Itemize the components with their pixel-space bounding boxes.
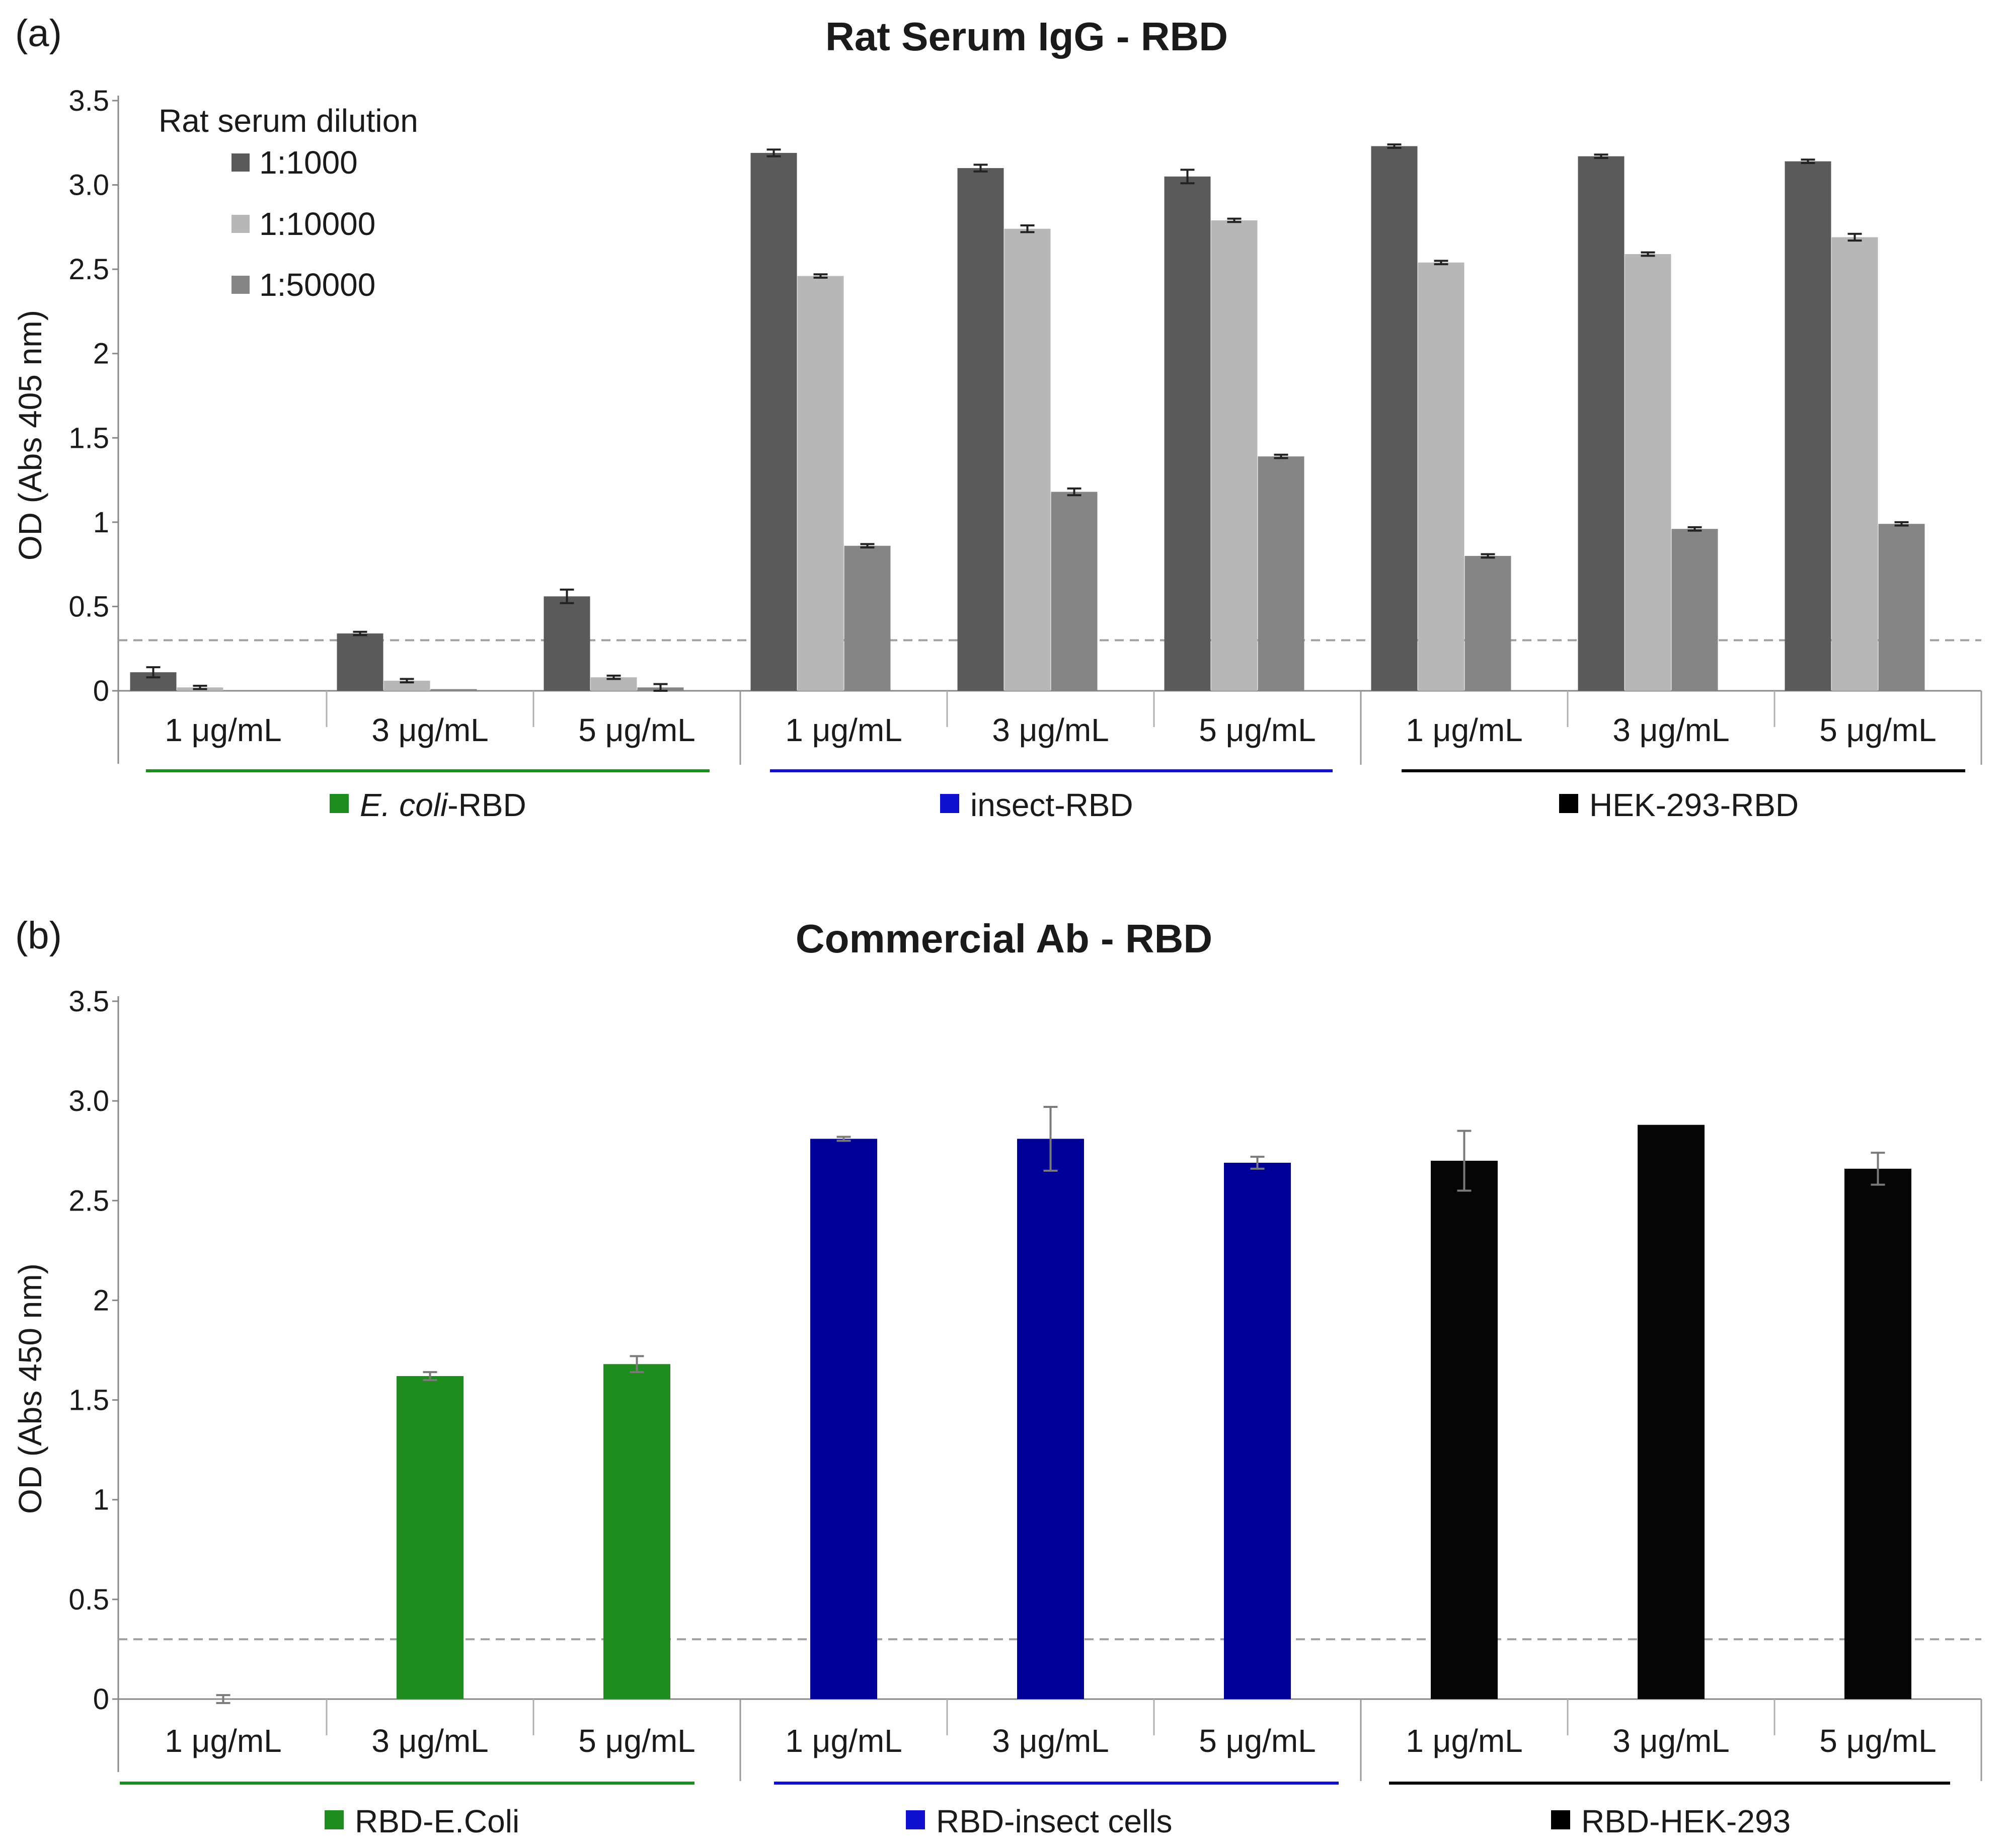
panel-a-y-tick-label: 1 (93, 506, 109, 539)
panel-a-bar-1-50000-2 (430, 689, 477, 691)
panel-b-group-marker-1 (325, 1810, 344, 1829)
panel-b-y-tick-label: 1 (93, 1484, 109, 1516)
panel-a-legend-swatch-1 (231, 153, 250, 172)
panel-b-bar-commercial-ab-4 (810, 1139, 877, 1699)
panel-b-group-label-2: RBD-insect cells (936, 1803, 1172, 1839)
panel-b-y-tick-label: 2 (93, 1284, 109, 1317)
panel-b-category-label-5: 3 μg/mL (992, 1723, 1109, 1759)
panel-a-bar-1-1000-2 (337, 633, 383, 691)
panel-a-bar-1-1000-8 (1578, 156, 1625, 691)
panel-a-group-marker-2 (940, 794, 959, 813)
panel-b-y-tick-label: 0 (93, 1683, 109, 1716)
panel-a-y-tick-label: 0.5 (68, 590, 109, 623)
panel-a-bar-1-1000-9 (1785, 161, 1831, 691)
panel-a-category-label-6: 5 μg/mL (1199, 712, 1316, 748)
panel-a-legend-swatch-2 (231, 215, 250, 233)
panel-a-bar-1-50000-5 (1051, 492, 1098, 691)
panel-a-category-label-3: 5 μg/mL (578, 712, 696, 748)
panel-a-bar-1-1000-4 (750, 152, 797, 691)
panel-a-bar-1-10000-6 (1211, 220, 1258, 691)
panel-a-y-tick-label: 2 (93, 338, 109, 370)
panel-a-bar-1-50000-7 (1464, 555, 1511, 691)
panel-a-y-tick-label: 3.5 (68, 85, 109, 117)
panel-b-y-tick-label: 2.5 (68, 1184, 109, 1217)
panel-b-y-tick-label: 3.5 (68, 985, 109, 1018)
panel-b-bar-commercial-ab-9 (1844, 1168, 1911, 1699)
panel-a-bar-1-50000-6 (1258, 456, 1304, 691)
panel-a-bar-1-10000-5 (1004, 228, 1051, 691)
panel-a-chart: (a) Rat Serum IgG - RBD OD (Abs 405 nm) … (12, 12, 1982, 823)
panel-a-category-label-8: 3 μg/mL (1612, 712, 1730, 748)
group-label-italic-part: E. coli (360, 787, 448, 823)
panel-a-bar-1-10000-9 (1831, 237, 1878, 691)
group-label-rest-part: -RBD (447, 787, 526, 823)
panel-a-category-label-1: 1 μg/mL (165, 712, 282, 748)
panel-a-legend-label-1: 1:1000 (259, 144, 358, 181)
panel-a-legend-title: Rat serum dilution (159, 103, 418, 139)
panel-a-bar-1-50000-8 (1671, 529, 1718, 691)
panel-a-bar-1-10000-4 (797, 276, 844, 691)
panel-a-category-label-9: 5 μg/mL (1819, 712, 1937, 748)
panel-b-category-label-9: 5 μg/mL (1819, 1723, 1937, 1759)
panel-a-bar-1-1000-7 (1371, 146, 1418, 691)
panel-a-bar-1-1000-3 (544, 596, 590, 691)
panel-b-group-label-3: RBD-HEK-293 (1581, 1803, 1791, 1839)
panel-a-group-marker-3 (1559, 794, 1578, 813)
panel-a-group-label-2: insect-RBD (970, 787, 1133, 823)
panel-b-y-tick-label: 3.0 (68, 1085, 109, 1117)
panel-a-bar-1-1000-5 (957, 168, 1004, 691)
panel-a-label: (a) (15, 12, 62, 55)
panel-b-category-label-6: 5 μg/mL (1199, 1723, 1316, 1759)
panel-a-y-tick-label: 1.5 (68, 422, 109, 454)
panel-a-category-label-4: 1 μg/mL (785, 712, 902, 748)
panel-a-legend-label-2: 1:10000 (259, 206, 375, 242)
panel-a-group-label-1: E. coli-RBD (360, 787, 526, 823)
panel-a-category-label-7: 1 μg/mL (1406, 712, 1523, 748)
panel-a-bar-1-10000-7 (1418, 262, 1464, 691)
panel-a-y-tick-label: 0 (93, 675, 109, 707)
panel-a-legend-label-3: 1:50000 (259, 267, 375, 303)
panel-a-group-label-3: HEK-293-RBD (1589, 787, 1799, 823)
panel-b-title: Commercial Ab - RBD (796, 916, 1212, 961)
panel-b-y-axis-label: OD (Abs 450 nm) (12, 1263, 48, 1514)
panel-a-bar-1-50000-9 (1878, 524, 1925, 691)
panel-b-category-label-7: 1 μg/mL (1406, 1723, 1523, 1759)
panel-b-group-marker-2 (906, 1810, 925, 1829)
panel-b-bar-commercial-ab-8 (1638, 1124, 1705, 1699)
panel-b-bar-commercial-ab-5 (1017, 1139, 1084, 1699)
panel-a-bar-1-50000-4 (844, 545, 891, 691)
panel-b-chart: (b) Commercial Ab - RBD OD (Abs 450 nm) … (12, 914, 1982, 1839)
panel-b-bar-commercial-ab-6 (1224, 1162, 1291, 1699)
panel-b-category-label-3: 5 μg/mL (578, 1723, 696, 1759)
panel-a-y-axis-label: OD (Abs 405 nm) (12, 310, 48, 560)
panel-b-category-label-4: 1 μg/mL (785, 1723, 902, 1759)
panel-a-legend-swatch-3 (231, 276, 250, 294)
panel-a-group-marker-1 (330, 794, 349, 813)
panel-a-bar-1-10000-8 (1625, 254, 1671, 691)
panel-b-y-tick-label: 0.5 (68, 1583, 109, 1616)
panel-b-group-marker-3 (1551, 1810, 1570, 1829)
panel-b-bar-commercial-ab-7 (1431, 1161, 1498, 1699)
panel-a-category-label-2: 3 μg/mL (371, 712, 489, 748)
panel-b-category-label-1: 1 μg/mL (165, 1723, 282, 1759)
panel-a-y-tick-label: 3.0 (68, 169, 109, 202)
panel-a-title: Rat Serum IgG - RBD (825, 14, 1228, 59)
panel-b-label: (b) (15, 914, 62, 957)
panel-b-category-label-8: 3 μg/mL (1612, 1723, 1730, 1759)
panel-b-category-label-2: 3 μg/mL (371, 1723, 489, 1759)
panel-b-y-tick-label: 1.5 (68, 1384, 109, 1417)
panel-a-y-tick-label: 2.5 (68, 253, 109, 286)
panel-b-bar-commercial-ab-2 (397, 1376, 464, 1699)
panel-b-bar-commercial-ab-3 (603, 1364, 670, 1699)
panel-a-bar-1-1000-6 (1164, 176, 1211, 691)
panel-a-bar-1-10000-2 (383, 680, 430, 691)
panel-b-group-label-1: RBD-E.Coli (355, 1803, 519, 1839)
panel-a-category-label-5: 3 μg/mL (992, 712, 1109, 748)
